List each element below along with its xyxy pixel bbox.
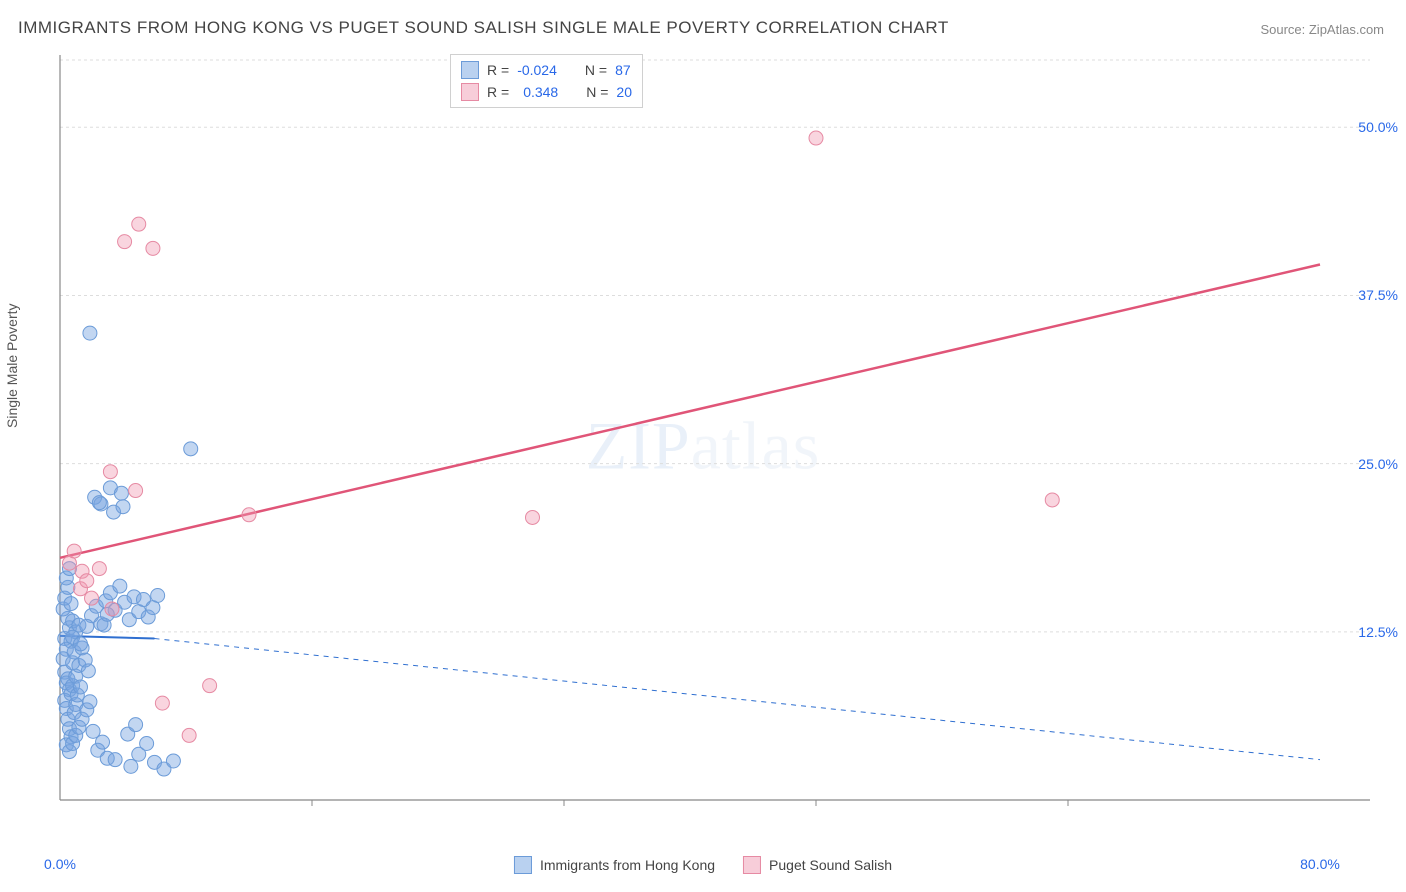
r-label-1: R =	[487, 84, 509, 100]
x-tick-label: 80.0%	[1300, 856, 1340, 872]
correlation-stats-legend: R = -0.024 N = 87 R = 0.348 N = 20	[450, 54, 643, 108]
y-tick-label: 50.0%	[1358, 119, 1398, 135]
x-tick-label: 0.0%	[44, 856, 76, 872]
legend-item-0: Immigrants from Hong Kong	[514, 856, 715, 874]
series-legend: Immigrants from Hong Kong Puget Sound Sa…	[514, 856, 892, 874]
legend-label-0: Immigrants from Hong Kong	[540, 857, 715, 873]
r-value-0: -0.024	[517, 62, 557, 78]
n-value-0: 87	[615, 62, 631, 78]
legend-row-series-1: R = 0.348 N = 20	[461, 81, 632, 103]
y-tick-label: 37.5%	[1358, 287, 1398, 303]
y-tick-label: 12.5%	[1358, 624, 1398, 640]
legend-row-series-0: R = -0.024 N = 87	[461, 59, 632, 81]
legend-swatch-1	[743, 856, 761, 874]
source-attribution: Source: ZipAtlas.com	[1260, 22, 1384, 37]
legend-item-1: Puget Sound Salish	[743, 856, 892, 874]
correlation-scatter-chart	[50, 50, 1380, 840]
legend-swatch-series-0	[461, 61, 479, 79]
n-label-1: N =	[586, 84, 608, 100]
legend-swatch-series-1	[461, 83, 479, 101]
n-value-1: 20	[616, 84, 632, 100]
page-title: IMMIGRANTS FROM HONG KONG VS PUGET SOUND…	[18, 18, 949, 38]
r-value-1: 0.348	[517, 84, 558, 100]
legend-swatch-0	[514, 856, 532, 874]
y-axis-label: Single Male Poverty	[4, 303, 20, 428]
n-label-0: N =	[585, 62, 607, 78]
y-tick-label: 25.0%	[1358, 456, 1398, 472]
r-label-0: R =	[487, 62, 509, 78]
legend-label-1: Puget Sound Salish	[769, 857, 892, 873]
